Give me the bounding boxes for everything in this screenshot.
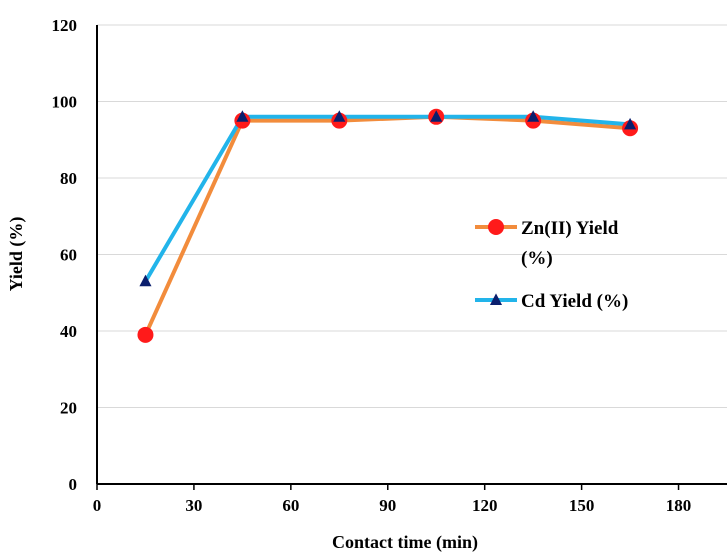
x-axis-title: Contact time (min)	[332, 532, 478, 553]
legend: Zn(II) Yield (%) Cd Yield (%)	[475, 218, 628, 312]
series-line-1	[143, 114, 631, 283]
x-tick-label: 60	[282, 496, 299, 515]
x-tick-label: 30	[185, 496, 202, 515]
y-axis-title: Yield (%)	[6, 217, 27, 292]
data-point-0	[137, 326, 154, 343]
data-point-1	[236, 110, 249, 122]
y-tick-label: 0	[69, 475, 78, 494]
legend-label: (%)	[521, 248, 553, 269]
y-tick-label: 40	[60, 322, 77, 341]
y-tick-label: 120	[52, 16, 78, 35]
x-tick-labels: 0 30 60 90 120 150 180	[93, 484, 692, 515]
y-tick-label: 20	[60, 399, 77, 418]
data-point-1	[527, 110, 540, 122]
axes	[96, 25, 727, 485]
legend-marker	[488, 219, 504, 235]
series-group	[137, 108, 639, 343]
data-point-1	[430, 110, 443, 122]
y-tick-label: 100	[52, 93, 78, 112]
x-tick-label: 180	[666, 496, 692, 515]
data-point-1	[139, 274, 152, 287]
x-tick-label: 120	[472, 496, 498, 515]
data-point-1	[333, 110, 346, 122]
y-tick-label: 80	[60, 169, 77, 188]
x-tick-label: 150	[569, 496, 595, 515]
gridlines	[97, 24, 727, 408]
x-tick-label: 0	[93, 496, 102, 515]
legend-marker	[489, 293, 503, 305]
legend-label: Cd Yield (%)	[521, 291, 628, 312]
data-point-1	[624, 117, 637, 130]
legend-label: Zn(II) Yield	[521, 218, 619, 239]
y-tick-labels: 0 20 40 60 80 100 120	[52, 16, 78, 494]
y-tick-label: 60	[60, 246, 77, 265]
x-tick-label: 90	[379, 496, 396, 515]
